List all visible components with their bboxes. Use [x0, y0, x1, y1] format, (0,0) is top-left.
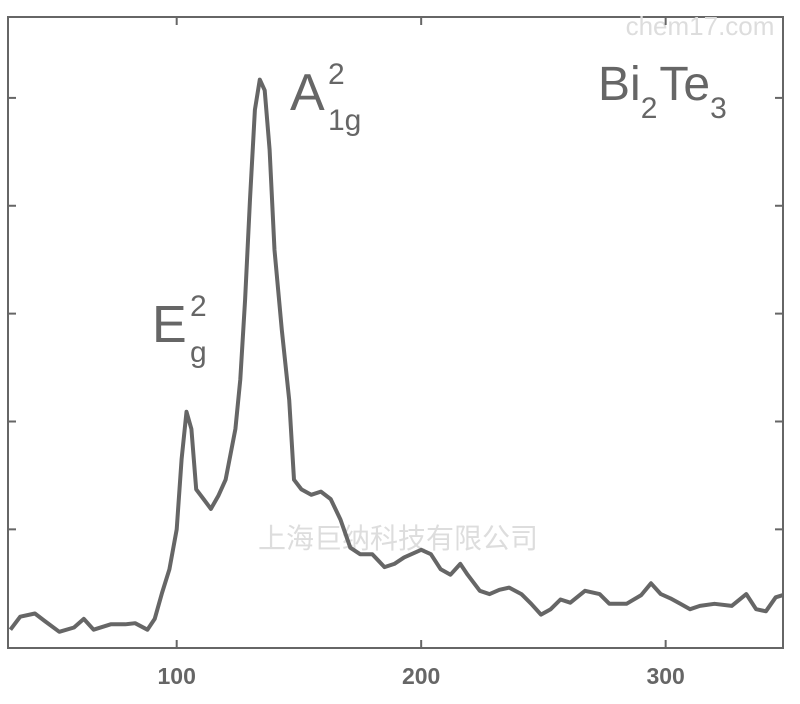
watermark: 上海巨纳科技有限公司: [258, 523, 538, 554]
label-sup: 2: [328, 58, 345, 91]
plot-frame: [7, 16, 784, 649]
x-tick-label: 200: [402, 663, 440, 689]
sample-label-sub: 2: [641, 92, 658, 125]
label-sub: g: [190, 336, 207, 369]
sample-label: Bi: [598, 58, 641, 111]
x-tick-label: 100: [158, 663, 196, 689]
x-tick-label: 300: [646, 663, 684, 689]
label-main: E: [152, 296, 187, 354]
label-sup: 2: [190, 290, 207, 323]
spectrum-line: [8, 77, 784, 634]
label-main: A: [290, 64, 325, 122]
sample-label-sub: 3: [710, 92, 727, 125]
label-sub: 1g: [328, 104, 361, 137]
watermark: chem17.com: [626, 11, 775, 41]
sample-label: Te: [659, 58, 710, 111]
